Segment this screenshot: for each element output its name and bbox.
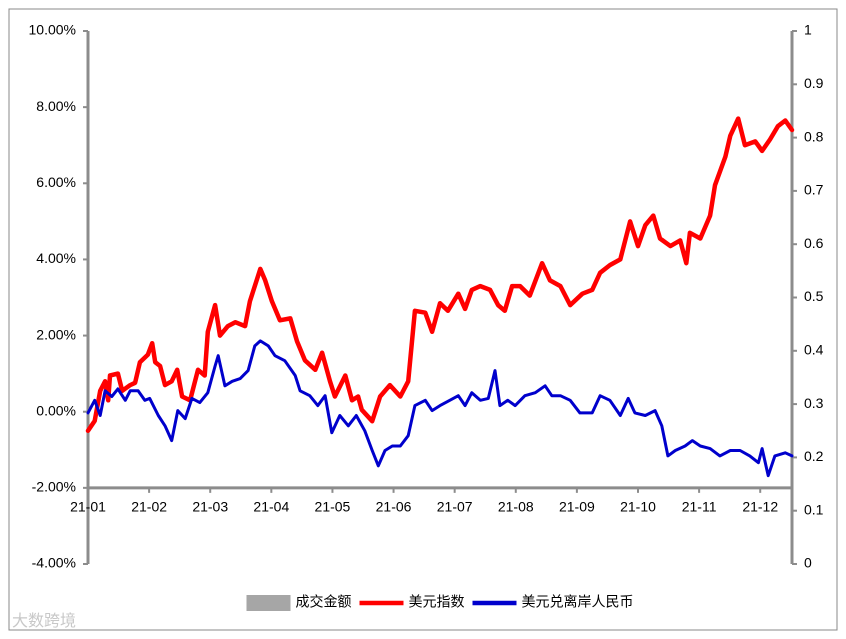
- y2-tick-label: 0.5: [804, 288, 824, 304]
- series-line: [86, 339, 794, 478]
- x-tick-label: 21-06: [376, 499, 412, 515]
- x-tick-label: 21-04: [253, 499, 289, 515]
- y2-tick-label: 0.8: [804, 128, 824, 144]
- y2-tick-label: 0: [804, 555, 812, 571]
- x-tick-label: 21-02: [131, 499, 167, 515]
- y-tick-label: -2.00%: [32, 479, 76, 495]
- y2-tick-label: 0.1: [804, 501, 824, 517]
- x-tick-label: 21-12: [742, 499, 778, 515]
- y2-tick-label: 0.3: [804, 395, 824, 411]
- legend-label: 美元兑离岸人民币: [522, 594, 634, 610]
- x-tick-label: 21-03: [192, 499, 228, 515]
- y2-tick-label: 0.6: [804, 235, 824, 251]
- y-tick-label: 8.00%: [36, 98, 76, 114]
- y-tick-label: 2.00%: [36, 326, 76, 342]
- y2-tick-label: 0.7: [804, 182, 824, 198]
- legend-label: 成交金额: [296, 594, 352, 610]
- watermark: 大数跨境: [12, 611, 76, 630]
- y-tick-label: 4.00%: [36, 250, 76, 266]
- y2-tick-label: 1: [804, 22, 812, 38]
- y-tick-label: 10.00%: [29, 22, 76, 38]
- y-tick-label: 0.00%: [36, 402, 76, 418]
- x-tick-label: 21-07: [437, 499, 473, 515]
- y-tick-label: -4.00%: [32, 555, 76, 571]
- x-tick-label: 21-01: [70, 499, 106, 515]
- x-tick-label: 21-10: [620, 499, 656, 515]
- x-tick-label: 21-11: [682, 499, 717, 515]
- x-tick-label: 21-08: [498, 499, 534, 515]
- chart-frame: [8, 8, 838, 631]
- y2-tick-label: 0.2: [804, 448, 824, 464]
- y2-tick-label: 0.9: [804, 75, 824, 91]
- legend-swatch: [246, 595, 291, 611]
- series-line: [85, 116, 795, 434]
- y2-tick-label: 0.4: [804, 342, 824, 358]
- x-tick-label: 21-05: [315, 499, 351, 515]
- y-tick-label: 6.00%: [36, 174, 76, 190]
- x-tick-label: 21-09: [559, 499, 595, 515]
- legend-label: 美元指数: [409, 594, 465, 610]
